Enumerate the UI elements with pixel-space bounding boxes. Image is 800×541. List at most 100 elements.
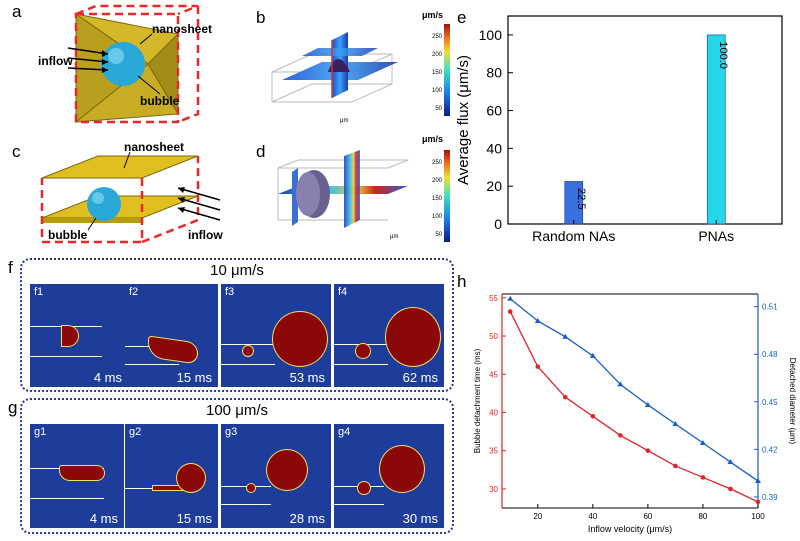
frame-g1: g1 4 ms [30, 424, 124, 528]
data-point [672, 420, 679, 426]
y-left-axis-label: Bubble detachment time (ms) [473, 348, 482, 453]
bubble [60, 466, 104, 480]
panel-label-e: e [457, 8, 467, 27]
bubble-neck [153, 486, 183, 490]
bubble [62, 326, 78, 346]
frame-id: f2 [129, 286, 139, 298]
data-point [618, 433, 623, 438]
data-point [699, 440, 706, 446]
bubble [149, 336, 197, 364]
frame-id: f3 [225, 286, 235, 298]
frame-time: 4 ms [89, 511, 118, 526]
panel-label-d: d [256, 142, 266, 161]
frame-id: g1 [34, 426, 47, 438]
x-axis-label: Inflow velocity (μm/s) [588, 524, 672, 534]
frame-f3: f3 53 ms [221, 284, 331, 387]
data-point [562, 333, 569, 339]
series-line-detached-diameter [509, 298, 759, 482]
bubble-shape-c [87, 187, 121, 221]
sim-b-axis: μm [340, 118, 349, 124]
y-tick-label: 60 [486, 103, 502, 119]
frame-time: 28 ms [289, 511, 325, 526]
bubble [247, 484, 255, 492]
sim-d-axis: μm [390, 234, 399, 240]
y-right-tick-label: 0.45 [762, 398, 778, 407]
label-nanosheet-a: nanosheet [152, 22, 213, 36]
y-left-tick-label: 55 [489, 294, 498, 303]
panel-label-c: c [12, 142, 21, 161]
frame-g2: g2 15 ms [125, 424, 218, 528]
frame-id: g2 [129, 426, 142, 438]
label-bubble-c: bubble [48, 228, 88, 242]
schematic-c: nanosheet inflow bubble [28, 140, 248, 250]
bar-value-label: 100.0 [717, 41, 729, 69]
sim-b-drawing [271, 24, 450, 116]
chart-h: 20 40 60 80 100 Inflow velocity (μm/s) 30 35 40 4… [470, 286, 797, 536]
f-series-box [20, 258, 454, 392]
frame-g3: g3 28 ms [221, 424, 331, 528]
data-point [590, 413, 596, 419]
g-series-box [20, 398, 454, 534]
data-point [644, 401, 651, 407]
frame-id: g3 [225, 426, 238, 438]
sim-b-unit: μm/s [422, 10, 444, 20]
sim-b-colorbar-ticks: 250 200 150 100 50 [431, 34, 442, 112]
label-bubble-a: bubble [140, 94, 180, 108]
y-tick-label: 20 [486, 178, 502, 194]
y-left-tick-label: 40 [489, 408, 498, 417]
frame-f1: f1 4 ms [30, 284, 128, 387]
bubble [356, 344, 370, 358]
plot-frame [507, 15, 783, 225]
y-right-axis-label: Detached diameter (μm) [788, 358, 796, 445]
panel-label-f: f [8, 258, 13, 277]
g-series-title: 100 μm/s [206, 402, 268, 419]
bubble [243, 346, 253, 356]
sim-d-unit: μm/s [422, 134, 444, 144]
frame-time: 15 ms [176, 370, 212, 385]
data-point [645, 448, 651, 453]
x-tick-label: 80 [698, 512, 707, 521]
y-tick-label: 100 [479, 27, 503, 43]
y-right-tick-label: 0.51 [762, 303, 778, 312]
y-left-tick-label: 30 [489, 485, 498, 494]
frame-time: 15 ms [176, 511, 212, 526]
frame-id: f4 [338, 286, 348, 298]
data-point [755, 499, 761, 505]
bubble [177, 464, 205, 492]
bubble [358, 482, 370, 494]
frame-g4: g4 30 ms [334, 424, 444, 528]
f-series-title: 10 μm/s [210, 262, 264, 279]
schematic-a-drawing [67, 4, 200, 124]
frame-id: f1 [34, 286, 44, 298]
schematic-a: nanosheet inflow bubble [28, 4, 248, 136]
bubble-shape [101, 42, 145, 86]
schematic-c-drawing [40, 151, 221, 244]
y-left-tick-label: 35 [489, 447, 498, 456]
label-inflow-a: inflow [38, 54, 73, 68]
bubble [273, 312, 327, 366]
y-right-tick-label: 0.48 [762, 350, 778, 359]
data-point [755, 478, 761, 484]
frame-time: 4 ms [93, 370, 122, 385]
data-point [727, 459, 734, 465]
panel-label-h: h [457, 272, 467, 291]
y-tick-label: 80 [486, 65, 502, 81]
x-tick-label: 100 [751, 512, 765, 521]
data-point [563, 394, 568, 400]
frame-f4: f4 62 ms [334, 284, 444, 387]
data-point [617, 381, 624, 387]
chart-e-svg: 0 20 40 60 80 100 Average flux (μm/s) Random NA… [455, 15, 783, 244]
data-point [589, 352, 596, 358]
data-point [673, 463, 678, 469]
data-point [507, 295, 514, 301]
data-point [534, 317, 541, 323]
sim-d: μm/s 250 200 150 100 50 μm [268, 134, 458, 254]
x-tick-label: 20 [533, 512, 542, 521]
x-tick-label: 60 [643, 512, 652, 521]
chart-h-svg: 20 40 60 80 100 Inflow velocity (μm/s) 30 35 40 4… [473, 293, 797, 534]
y-tick-label: 0 [494, 216, 502, 232]
y-left-tick-label: 45 [489, 370, 498, 379]
panel-label-b: b [256, 8, 266, 27]
data-point [728, 486, 733, 492]
frame-time: 62 ms [402, 370, 438, 385]
